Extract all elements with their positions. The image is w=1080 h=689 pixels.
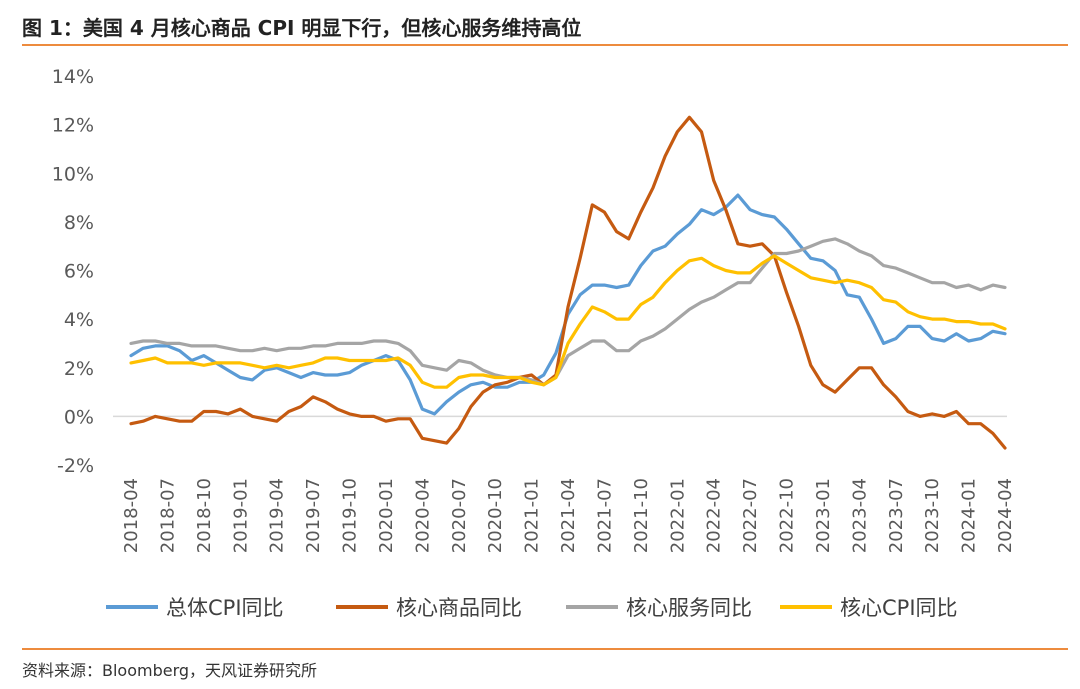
series-line-3 bbox=[129, 237, 1007, 387]
x-tick-label: 2018-04 bbox=[121, 478, 142, 553]
legend: 总体CPI同比 核心商品同比 核心服务同比 核心CPI同比 bbox=[106, 596, 958, 620]
x-tick-label: 2023-01 bbox=[813, 478, 834, 553]
figure-title: 图 1：美国 4 月核心商品 CPI 明显下行，但核心服务维持高位 bbox=[22, 16, 582, 40]
x-tick-label: 2020-10 bbox=[485, 478, 506, 553]
x-tick-label: 2023-04 bbox=[849, 478, 870, 553]
series-lines bbox=[129, 115, 1007, 450]
x-axis-labels: 2018-04 2018-07 2018-10 2019-01 2019-04 2019-… bbox=[121, 478, 1016, 553]
legend-label: 核心商品同比 bbox=[396, 596, 522, 620]
x-tick-label: 2018-07 bbox=[157, 478, 178, 553]
x-tick-label: 2021-01 bbox=[522, 478, 543, 553]
x-tick-label: 2019-01 bbox=[230, 478, 251, 553]
y-tick-label: 14% bbox=[52, 66, 94, 88]
x-tick-label: 2021-07 bbox=[594, 478, 615, 553]
x-tick-label: 2022-10 bbox=[777, 478, 798, 553]
y-tick-label: 12% bbox=[52, 115, 94, 137]
legend-label: 核心CPI同比 bbox=[840, 596, 958, 620]
legend-label: 核心服务同比 bbox=[626, 596, 752, 620]
x-tick-label: 2024-01 bbox=[959, 478, 980, 553]
legend-label: 总体CPI同比 bbox=[166, 596, 284, 620]
source-rule bbox=[22, 648, 1068, 650]
x-tick-label: 2021-04 bbox=[558, 478, 579, 553]
title-rule bbox=[22, 44, 1068, 46]
x-tick-label: 2020-07 bbox=[449, 478, 470, 553]
y-tick-label: 4% bbox=[64, 309, 94, 331]
y-tick-label: 6% bbox=[64, 261, 94, 283]
x-tick-label: 2022-04 bbox=[704, 478, 725, 553]
series-line-2 bbox=[129, 115, 1007, 450]
y-tick-label: 8% bbox=[64, 212, 94, 234]
x-tick-label: 2022-01 bbox=[667, 478, 688, 553]
x-tick-label: 2024-04 bbox=[995, 478, 1016, 553]
x-tick-label: 2018-10 bbox=[194, 478, 215, 553]
x-tick-label: 2023-07 bbox=[886, 478, 907, 553]
source-note: 资料来源：Bloomberg，天风证券研究所 bbox=[22, 661, 318, 680]
y-axis-labels: -2% 0% 2% 4% 6% 8% 10% 12% 14% bbox=[52, 66, 94, 477]
x-tick-label: 2019-07 bbox=[303, 478, 324, 553]
y-tick-label: 2% bbox=[64, 358, 94, 380]
x-tick-label: 2020-04 bbox=[412, 478, 433, 553]
x-tick-label: 2019-10 bbox=[340, 478, 361, 553]
y-tick-label: 0% bbox=[64, 406, 94, 428]
x-tick-label: 2020-01 bbox=[376, 478, 397, 553]
y-tick-label: 10% bbox=[52, 163, 94, 185]
series-line-4 bbox=[129, 254, 1007, 389]
y-tick-label: -2% bbox=[57, 455, 94, 477]
x-tick-label: 2023-10 bbox=[922, 478, 943, 553]
x-tick-label: 2019-04 bbox=[267, 478, 288, 553]
x-tick-label: 2021-10 bbox=[631, 478, 652, 553]
x-tick-label: 2022-07 bbox=[740, 478, 761, 553]
